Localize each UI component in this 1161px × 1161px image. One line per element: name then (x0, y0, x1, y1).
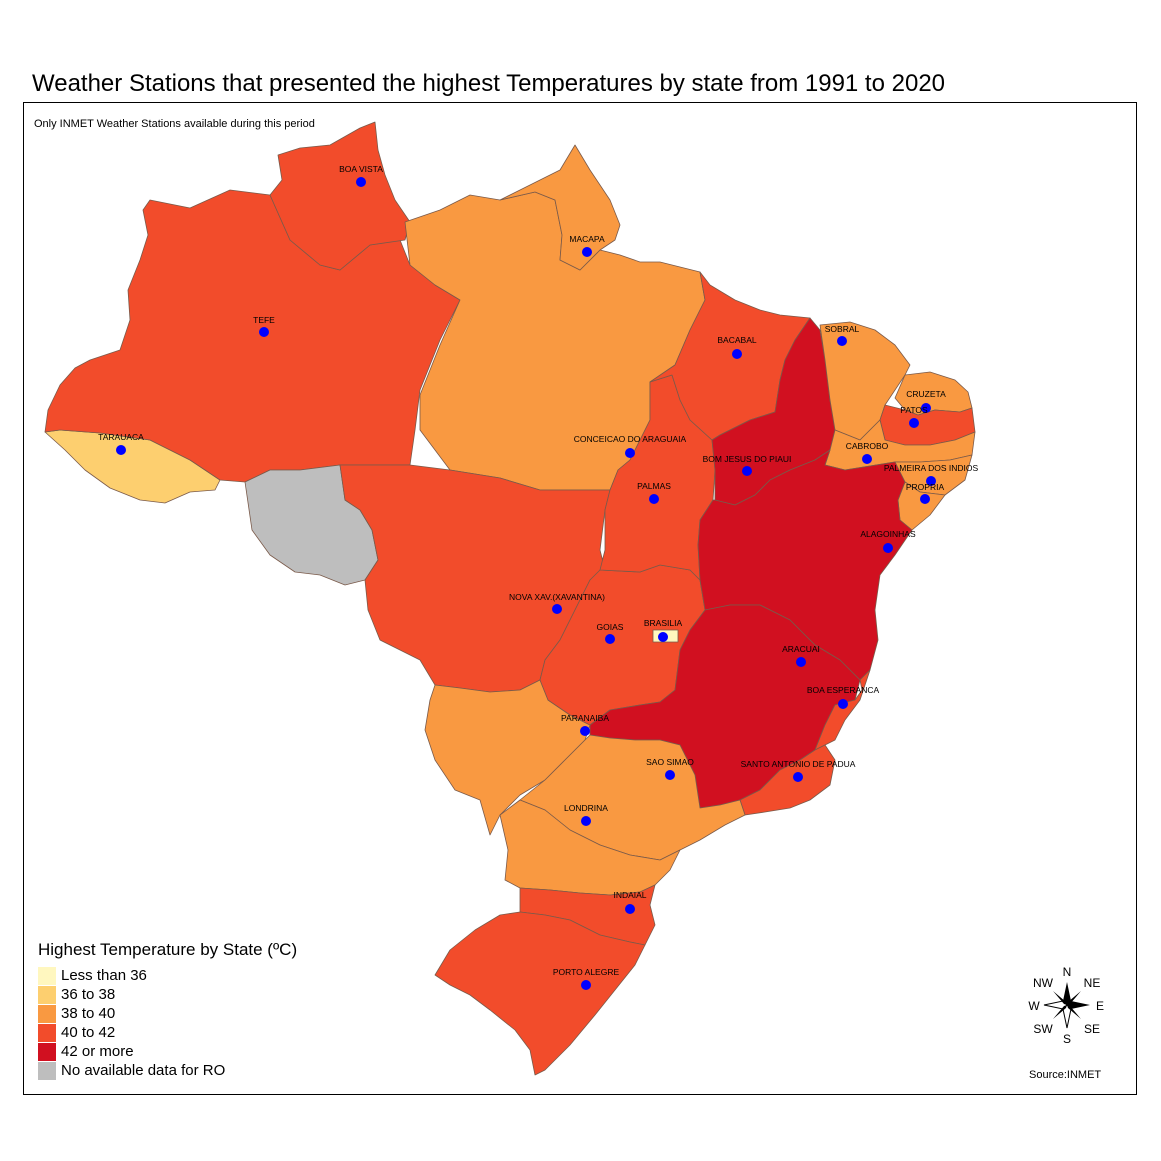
station-label: TEFE (253, 315, 275, 325)
station-bacabal (732, 349, 742, 359)
map-frame (23, 102, 1137, 1095)
station-patos (909, 418, 919, 428)
station-cabrobo (862, 454, 872, 464)
station-conceicao-do-araguaia (625, 448, 635, 458)
compass-n: N (1063, 965, 1072, 979)
station-label: INDAIAL (613, 890, 646, 900)
station-label: BRASILIA (644, 618, 683, 628)
station-label: PATOS (900, 405, 928, 415)
station-sao-simao (665, 770, 675, 780)
legend-swatch (38, 1023, 56, 1042)
legend-label: 42 or more (61, 1043, 134, 1060)
station-label: BOA ESPERANCA (807, 685, 880, 695)
map-subtitle: Only INMET Weather Stations available du… (34, 118, 315, 130)
station-tarauaca (116, 445, 126, 455)
state-sp (519, 734, 746, 861)
station-label: TARAUACA (98, 432, 144, 442)
station-indaial (625, 904, 635, 914)
station-tefe (259, 327, 269, 337)
compass-s: S (1063, 1032, 1071, 1046)
legend-item: Less than 36 (38, 966, 297, 985)
legend-swatch (38, 1004, 56, 1023)
station-label: PALMAS (637, 481, 671, 491)
compass-sw: SW (1033, 1022, 1053, 1036)
legend-swatch (38, 1042, 56, 1061)
station-label: GOIAS (597, 622, 624, 632)
station-santo-antonio-de-padua (793, 772, 803, 782)
station-label: SOBRAL (825, 324, 860, 334)
compass-e: E (1096, 999, 1104, 1013)
station-label: SANTO ANTONIO DE PADUA (741, 759, 856, 769)
station-cruzeta (921, 403, 931, 413)
stations-layer: BOA VISTA MACAPA TEFE TARAUACA BACABAL S… (98, 164, 978, 990)
source-credit: Source:INMET (1029, 1069, 1102, 1081)
legend-item: 42 or more (38, 1042, 297, 1061)
station-bom-jesus-do-piaui (742, 466, 752, 476)
station-sobral (837, 336, 847, 346)
legend-swatch (38, 966, 56, 985)
map-title: Weather Stations that presented the high… (32, 70, 946, 97)
station-label: LONDRINA (564, 803, 608, 813)
station-label: CONCEICAO DO ARAGUAIA (574, 434, 687, 444)
compass-w: W (1028, 999, 1040, 1013)
station-nova-xavantina (552, 604, 562, 614)
legend-label: 36 to 38 (61, 986, 116, 1003)
legend-title: Highest Temperature by State (ºC) (38, 940, 298, 959)
state-rs (434, 911, 646, 1076)
legend-item: No available data for RO (38, 1061, 297, 1080)
station-label: PORTO ALEGRE (553, 967, 620, 977)
legend-item: 38 to 40 (38, 1004, 297, 1023)
legend-label: 38 to 40 (61, 1005, 116, 1022)
station-label: BACABAL (717, 335, 756, 345)
station-label: ALAGOINHAS (860, 529, 916, 539)
state-es (814, 669, 871, 751)
legend-item: 36 to 38 (38, 985, 297, 1004)
compass-rose: N NE E SE S SW W NW (1028, 965, 1104, 1046)
station-boa-esperanca (838, 699, 848, 709)
legend-swatch (38, 1061, 56, 1080)
station-londrina (581, 816, 591, 826)
legend-label: No available data for RO (61, 1062, 226, 1079)
station-propria (920, 494, 930, 504)
legend-item: 40 to 42 (38, 1023, 297, 1042)
station-label: CABROBO (846, 441, 889, 451)
station-label: SAO SIMAO (646, 757, 694, 767)
station-aracuai (796, 657, 806, 667)
station-label: PALMEIRA DOS INDIOS (884, 463, 979, 473)
compass-nw: NW (1033, 976, 1054, 990)
station-label: ARACUAI (782, 644, 820, 654)
station-macapa (582, 247, 592, 257)
map-legend: Highest Temperature by State (ºC) Less t… (38, 940, 297, 1080)
state-ap (499, 144, 621, 271)
legend-label: Less than 36 (61, 967, 147, 984)
compass-se: SE (1084, 1022, 1100, 1036)
station-label: CRUZETA (906, 389, 946, 399)
station-goias (605, 634, 615, 644)
station-paranaiba (580, 726, 590, 736)
station-brasilia (658, 632, 668, 642)
station-palmeira-dos-indios (926, 476, 936, 486)
station-label: NOVA XAV.(XAVANTINA) (509, 592, 605, 602)
legend-label: 40 to 42 (61, 1024, 116, 1041)
station-label: PARANAIBA (561, 713, 609, 723)
station-boa-vista (356, 177, 366, 187)
station-label: MACAPA (569, 234, 605, 244)
station-label: BOA VISTA (339, 164, 383, 174)
station-porto-alegre (581, 980, 591, 990)
station-palmas (649, 494, 659, 504)
legend-swatch (38, 985, 56, 1004)
station-alagoinhas (883, 543, 893, 553)
station-label: BOM JESUS DO PIAUI (703, 454, 792, 464)
compass-ne: NE (1084, 976, 1101, 990)
station-label: PROPRIA (906, 482, 945, 492)
